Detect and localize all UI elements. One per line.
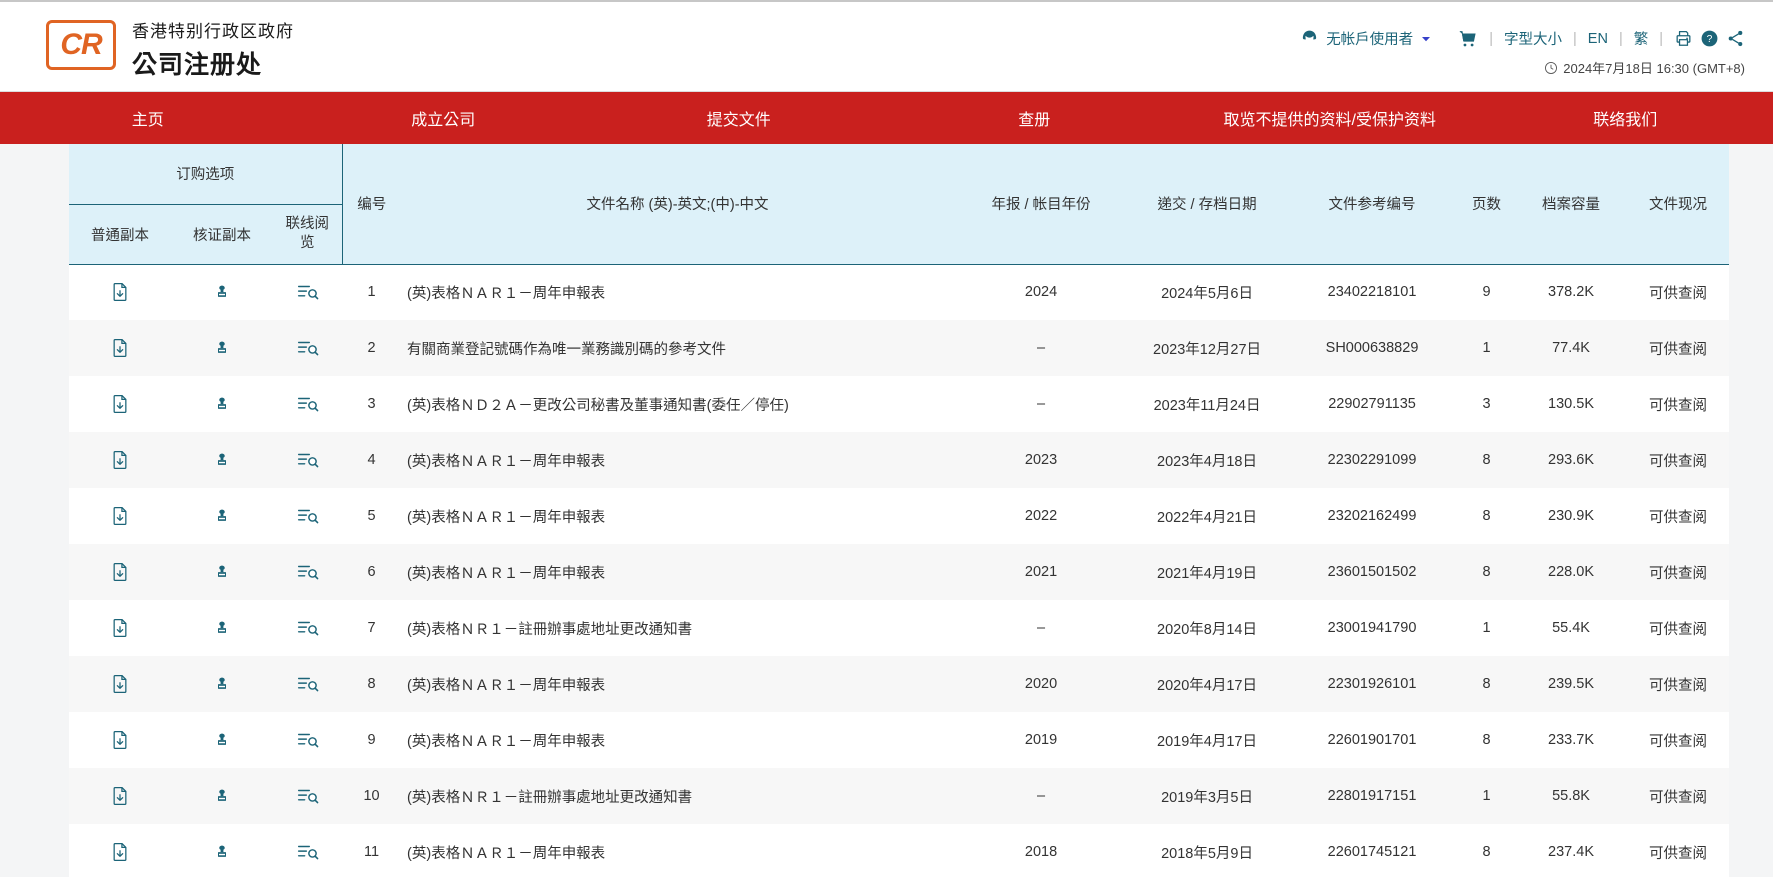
svg-text:?: ?	[1707, 34, 1713, 45]
